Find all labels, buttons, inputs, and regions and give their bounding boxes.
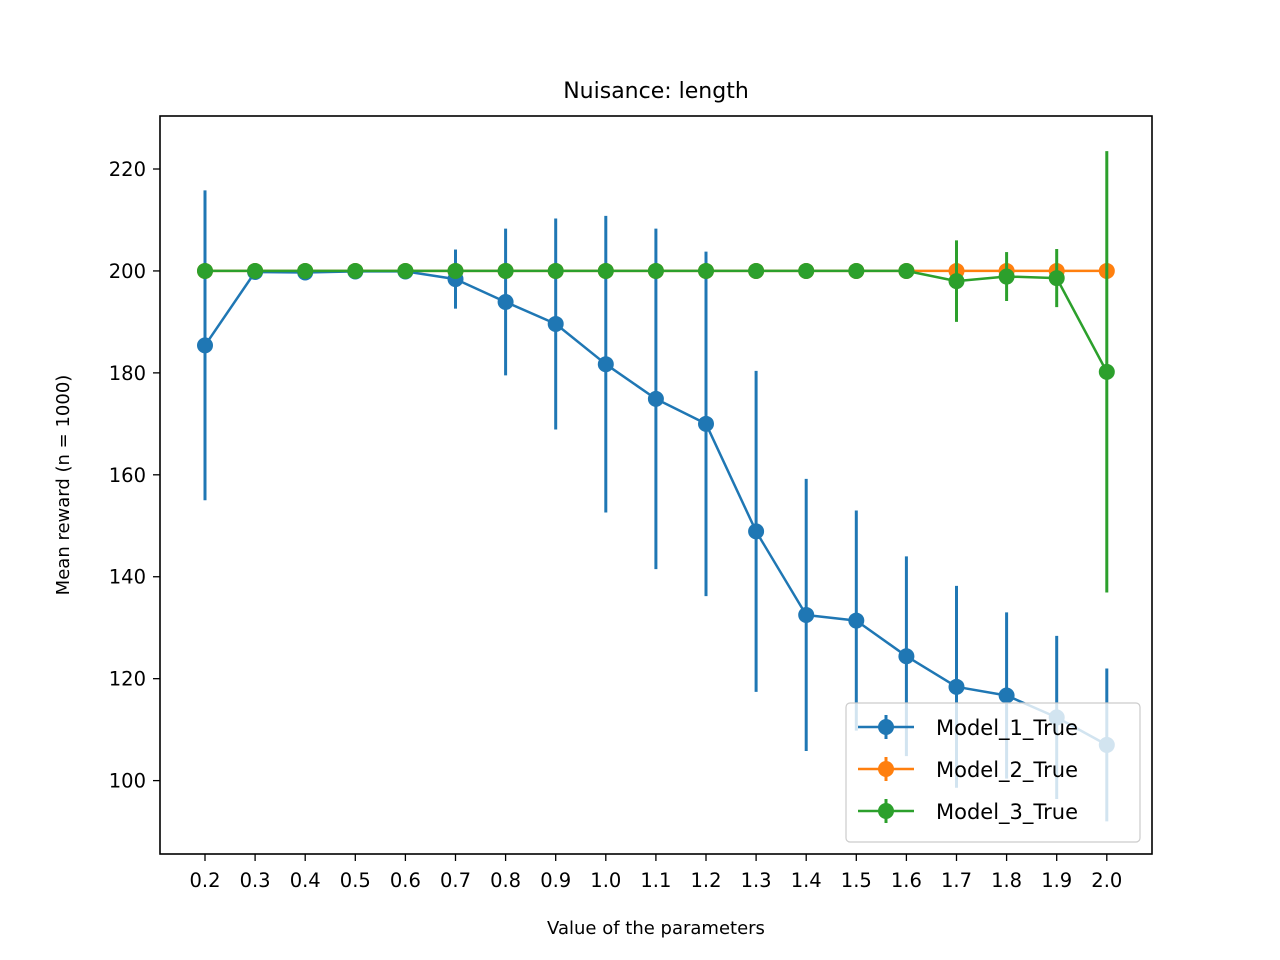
legend-entry-Model_2_True: Model_2_True [858, 757, 1078, 783]
data-point [898, 262, 915, 279]
data-point [748, 523, 765, 540]
x-tick-label: 1.3 [741, 869, 772, 892]
x-tick-label: 0.4 [290, 869, 321, 892]
y-tick-label: 220 [109, 158, 146, 181]
legend-marker [878, 803, 894, 819]
data-point [447, 262, 464, 279]
data-point [848, 612, 865, 629]
legend-marker [878, 761, 894, 777]
plot-area [197, 151, 1115, 822]
data-point [698, 262, 714, 279]
data-point [798, 262, 815, 279]
x-tick-label: 0.8 [490, 869, 521, 892]
axes: 0.2 0.3 0.4 0.5 0.6 0.7 0.8 0.9 1.0 1.1 1.2 1.3 1.4 1… [109, 115, 1153, 892]
data-point [998, 268, 1015, 285]
y-tick-label: 160 [109, 464, 146, 487]
data-point [848, 262, 865, 279]
y-tick-label: 180 [109, 362, 146, 385]
x-tick-label: 0.7 [440, 869, 471, 892]
x-tick-label: 1.7 [941, 869, 972, 892]
data-point [197, 262, 213, 279]
x-tick-label: 0.6 [390, 869, 421, 892]
legend-label: Model_1_True [936, 716, 1078, 741]
legend: Model_1_True Model_2_True Model_3_True [845, 702, 1141, 843]
data-point [597, 356, 614, 373]
data-point [397, 262, 414, 279]
data-point [948, 678, 965, 695]
y-tick-label: 100 [109, 770, 146, 793]
y-axis-label: Mean reward (n = 1000) [53, 375, 74, 596]
data-point [547, 315, 564, 332]
x-tick-label: 0.5 [340, 869, 371, 892]
data-point [547, 262, 564, 279]
data-point [597, 262, 614, 279]
x-tick-label: 1.9 [1041, 869, 1072, 892]
data-point [1098, 363, 1115, 380]
x-tick-label: 1.2 [690, 869, 721, 892]
data-point [998, 687, 1015, 704]
x-tick-label: 1.4 [791, 869, 822, 892]
data-point [497, 262, 514, 279]
legend-box [845, 702, 1141, 843]
x-tick-label: 0.3 [240, 869, 271, 892]
data-point [297, 262, 314, 279]
x-tick-label: 1.8 [991, 869, 1022, 892]
data-point [497, 294, 514, 311]
x-tick-label: 1.6 [891, 869, 922, 892]
data-point [898, 648, 915, 665]
legend-label: Model_2_True [936, 758, 1078, 783]
data-point [347, 262, 364, 279]
data-point [798, 606, 815, 623]
x-tick-label: 1.5 [841, 869, 872, 892]
data-point [698, 415, 714, 432]
data-point [1048, 270, 1065, 287]
data-point [647, 390, 664, 407]
series-Model_3_True [197, 151, 1115, 593]
data-point [748, 262, 765, 279]
x-tick-label: 1.1 [640, 869, 671, 892]
data-point [948, 273, 965, 290]
x-tick-label: 0.9 [540, 869, 571, 892]
y-tick-label: 140 [109, 566, 146, 589]
legend-entry-Model_3_True: Model_3_True [858, 799, 1078, 825]
data-point [197, 337, 213, 354]
x-tick-label: 2.0 [1091, 869, 1122, 892]
x-tick-label: 0.2 [189, 869, 220, 892]
x-tick-label: 1.0 [590, 869, 621, 892]
legend-label: Model_3_True [936, 800, 1078, 825]
legend-marker [878, 719, 894, 735]
y-tick-label: 120 [109, 668, 146, 691]
x-axis-label: Value of the parameters [547, 918, 765, 939]
chart-title: Nuisance: length [563, 79, 749, 104]
y-tick-label: 200 [109, 260, 146, 283]
legend-entry-Model_1_True: Model_1_True [858, 715, 1078, 741]
data-point [647, 262, 664, 279]
data-point [247, 262, 264, 279]
